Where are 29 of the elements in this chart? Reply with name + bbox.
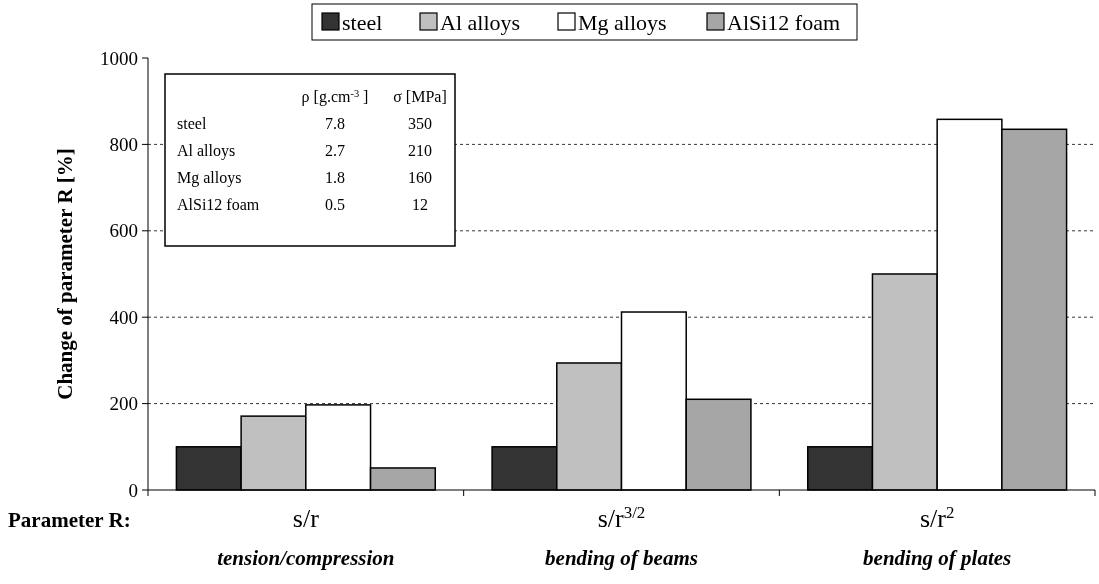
annotation: AlSi12 foam bbox=[177, 196, 260, 213]
annotation: 2.7 bbox=[325, 142, 345, 159]
category-label: s/r$^{2}$ bending of plates bbox=[863, 502, 1012, 570]
x-axis-title: Parameter R: bbox=[8, 508, 131, 532]
legend-label: steel bbox=[342, 10, 383, 35]
y-tick-label: 0 bbox=[128, 479, 138, 501]
annotation: 350 bbox=[408, 115, 432, 132]
annotation: ρ [g.cm$^{-3}$ ] bbox=[301, 87, 369, 106]
annotation: Mg alloys bbox=[177, 169, 242, 187]
category-label: s/r$^{3/2}$ bending of beams bbox=[545, 502, 698, 570]
annotation: 7.8 bbox=[325, 115, 345, 132]
annotation: 1.8 bbox=[325, 169, 345, 186]
annotation: σ [MPa] bbox=[393, 88, 447, 105]
legend-label: Al alloys bbox=[440, 10, 521, 35]
y-tick-label: 800 bbox=[109, 134, 138, 156]
x-tick-label: s/r tension/compression bbox=[217, 504, 395, 570]
legend-label: Mg alloys bbox=[578, 10, 667, 35]
y-tick-label: 400 bbox=[109, 306, 138, 328]
annotation: 210 bbox=[408, 142, 432, 159]
annotation: 160 bbox=[408, 169, 432, 186]
y-tick-label: 1000 bbox=[100, 47, 138, 69]
annotation: Al alloys bbox=[177, 142, 236, 160]
legend-label: AlSi12 foam bbox=[727, 10, 841, 35]
annotation: 12 bbox=[412, 196, 428, 213]
y-tick-label: 200 bbox=[109, 393, 138, 415]
y-axis-title: Change of parameter R [%] bbox=[53, 148, 77, 400]
annotation: 0.5 bbox=[325, 196, 345, 213]
annotation: steel bbox=[177, 115, 207, 132]
y-tick-label: 600 bbox=[109, 220, 138, 242]
